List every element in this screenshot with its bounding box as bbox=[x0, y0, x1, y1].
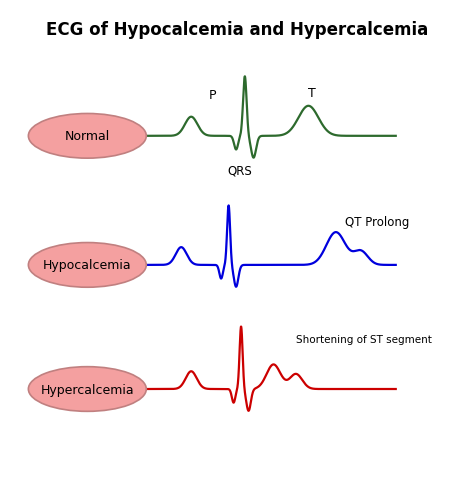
Text: Hypercalcemia: Hypercalcemia bbox=[40, 383, 134, 396]
Ellipse shape bbox=[28, 367, 146, 411]
Text: Normal: Normal bbox=[65, 130, 110, 143]
Text: ECG of Hypocalcemia and Hypercalcemia: ECG of Hypocalcemia and Hypercalcemia bbox=[46, 21, 428, 39]
Text: Shortening of ST segment: Shortening of ST segment bbox=[296, 335, 432, 345]
Ellipse shape bbox=[28, 114, 146, 159]
Text: P: P bbox=[208, 89, 216, 102]
Text: Hypocalcemia: Hypocalcemia bbox=[43, 259, 132, 272]
Text: QT Prolong: QT Prolong bbox=[345, 215, 410, 228]
Ellipse shape bbox=[28, 243, 146, 288]
Text: QRS: QRS bbox=[227, 164, 252, 177]
Text: T: T bbox=[308, 86, 316, 99]
